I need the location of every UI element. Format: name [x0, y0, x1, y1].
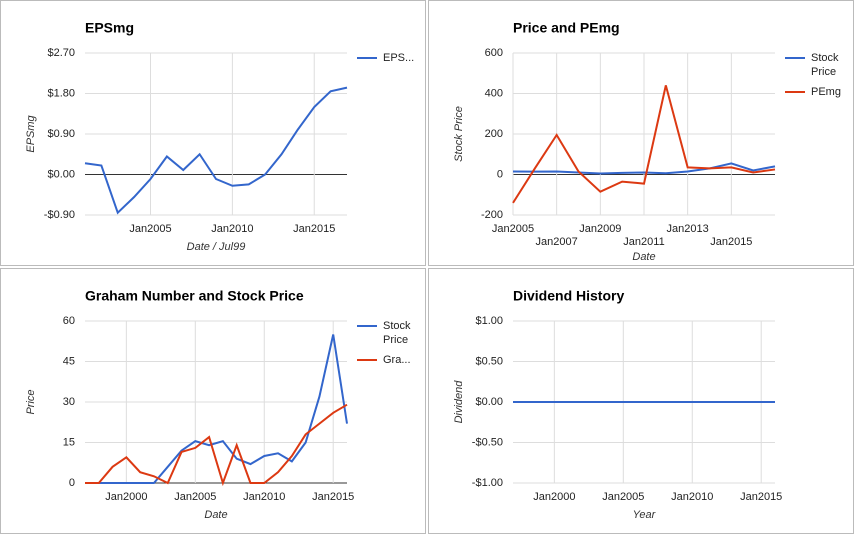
legend: Stock Price PEmg — [785, 51, 847, 105]
chart-panel: Price and PEmg Stock Price Date 600 400 200 0 -… — [428, 0, 854, 266]
y-tick-label: $0.00 — [475, 396, 503, 408]
x-tick-label: Jan2000 — [533, 491, 575, 503]
legend-swatch — [785, 91, 805, 93]
legend-swatch — [785, 57, 805, 59]
x-tick-label: Jan2013 — [667, 223, 709, 235]
x-tick-label: Jan2005 — [129, 223, 171, 235]
y-tick-label: 0 — [497, 168, 503, 180]
y-tick-label: 0 — [69, 477, 75, 489]
y-axis-label: Stock Price — [453, 106, 465, 162]
x-tick-label: Jan2015 — [293, 223, 335, 235]
x-tick-label: Jan2005 — [602, 491, 644, 503]
legend-label: Stock Price — [811, 52, 839, 78]
x-tick-label: Jan2007 — [536, 236, 578, 248]
y-tick-label: $0.00 — [47, 168, 75, 180]
y-tick-label: $2.70 — [47, 47, 75, 59]
y-axis-label: EPSmg — [25, 114, 37, 152]
y-tick-label: $1.80 — [47, 87, 75, 99]
y-tick-label: $1.00 — [475, 315, 503, 327]
series-line — [85, 403, 348, 487]
x-axis-label: Date — [204, 509, 227, 521]
x-tick-label: Jan2015 — [710, 236, 752, 248]
chart: Graham Number and Stock Price Price Date 60… — [25, 288, 354, 521]
legend: Stock Price Gra... — [357, 319, 419, 373]
chart: EPSmg EPSmg Date / Jul99 $2.70 $1.80 $0.90 $0.… — [25, 20, 348, 253]
legend-label: EPS... — [383, 52, 415, 64]
legend-item: EPS... — [357, 51, 419, 65]
y-tick-label: 60 — [63, 315, 75, 327]
y-tick-label: 15 — [63, 436, 75, 448]
chart-title: Price and PEmg — [513, 20, 620, 36]
chart-panel: Graham Number and Stock Price Price Date 60… — [0, 268, 426, 534]
chart-title: Graham Number and Stock Price — [85, 288, 304, 304]
x-axis-label: Date — [632, 251, 655, 263]
series-line — [84, 86, 348, 215]
y-axis-label: Price — [25, 389, 37, 414]
x-tick-label: Jan2000 — [105, 491, 147, 503]
chart-panel: EPSmg EPSmg Date / Jul99 $2.70 $1.80 $0.90 $0.… — [0, 0, 426, 266]
legend-item: Gra... — [357, 353, 419, 367]
chart-panel: Dividend History Dividend Year $1.00 $0.50 $0… — [428, 268, 854, 534]
y-tick-label: 200 — [485, 128, 503, 140]
x-tick-label: Jan2011 — [623, 236, 664, 248]
legend-item: Stock Price — [785, 51, 847, 79]
series-line — [85, 334, 348, 484]
y-tick-label: 600 — [485, 47, 503, 59]
legend-label: PEmg — [811, 86, 841, 98]
chart-title: EPSmg — [85, 20, 134, 36]
chart-title: Dividend History — [513, 288, 624, 304]
chart: Dividend History Dividend Year $1.00 $0.50 $0… — [453, 288, 782, 521]
y-tick-label: $0.90 — [47, 128, 75, 140]
y-tick-label: 400 — [485, 87, 503, 99]
series-line — [512, 162, 776, 175]
y-tick-label: -$0.50 — [472, 436, 503, 448]
x-tick-label: Jan2015 — [312, 491, 354, 503]
x-tick-label: Jan2005 — [174, 491, 216, 503]
legend-swatch — [357, 359, 377, 361]
y-tick-label: 45 — [63, 355, 75, 367]
chart: Price and PEmg Stock Price Date 600 400 200 0 -… — [453, 20, 776, 263]
y-tick-label: -$1.00 — [472, 477, 503, 489]
x-tick-label: Jan2005 — [492, 223, 534, 235]
y-tick-label: -200 — [481, 209, 503, 221]
legend-item: PEmg — [785, 85, 847, 99]
x-tick-label: Jan2010 — [243, 491, 285, 503]
x-tick-label: Jan2010 — [671, 491, 713, 503]
y-axis-label: Dividend — [453, 380, 465, 424]
legend-swatch — [357, 325, 377, 327]
series-line — [512, 85, 776, 204]
y-tick-label: 30 — [63, 396, 75, 408]
legend-item: Stock Price — [357, 319, 419, 347]
legend-swatch — [357, 57, 377, 59]
legend-label: Gra... — [383, 354, 411, 366]
x-axis-label: Date / Jul99 — [187, 241, 246, 253]
legend-label: Stock Price — [383, 320, 411, 346]
y-tick-label: $0.50 — [475, 355, 503, 367]
x-axis-label: Year — [633, 509, 657, 521]
legend: EPS... — [357, 51, 419, 71]
x-tick-label: Jan2015 — [740, 491, 782, 503]
x-tick-label: Jan2010 — [211, 223, 253, 235]
x-tick-label: Jan2009 — [579, 223, 621, 235]
y-tick-label: -$0.90 — [44, 209, 75, 221]
